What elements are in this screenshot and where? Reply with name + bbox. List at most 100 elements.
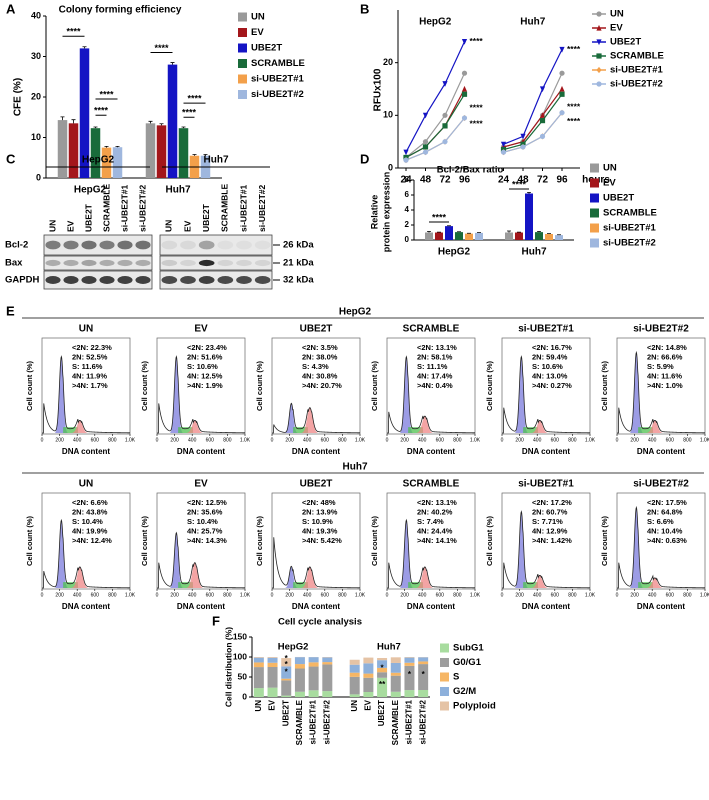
bar-segment: [267, 657, 278, 663]
flow-stat: >4N: 0.63%: [647, 536, 687, 545]
flow-gate-fill: [646, 577, 663, 588]
error-bar: [427, 230, 431, 233]
flow-panel-title: si-UBE2T#1: [518, 479, 574, 490]
flow-stat: >4N: 1.7%: [72, 381, 108, 390]
flow-stat: 2N: 60.7%: [532, 507, 568, 516]
flow-x-tick-label: 1.0K: [240, 437, 251, 443]
flow-stat: <2N: 22.3%: [72, 343, 112, 352]
flow-x-tick-label: 1.0K: [240, 592, 251, 598]
flow-y-label: Cell count (%): [25, 360, 34, 411]
legend-label: SubG1: [453, 643, 484, 654]
flow-plot-frame: [501, 492, 591, 590]
flow-histogram: [387, 518, 476, 589]
flow-stat: S: 10.4%: [72, 517, 103, 526]
flow-stat: 4N: 12.9%: [532, 526, 568, 535]
flow-gate-fill: [301, 566, 318, 588]
bar-segment: [377, 660, 388, 668]
flow-stat: 2N: 13.9%: [302, 507, 338, 516]
flow-stat: <2N: 17.2%: [532, 498, 572, 507]
flow-x-tick-label: 600: [91, 437, 100, 443]
bar-segment: [267, 662, 278, 667]
blot-row-label: Bcl-2: [5, 240, 28, 251]
flow-x-tick-label: 400: [303, 437, 312, 443]
flow-histogram: [157, 355, 246, 434]
x-tick-label: 24: [498, 175, 510, 186]
y-tick-label: 0: [405, 235, 410, 244]
flow-stat: <2N: 12.5%: [187, 498, 227, 507]
bar-segment: [349, 664, 360, 673]
flow-x-label: DNA content: [407, 447, 455, 456]
flow-stat: 2N: 38.0%: [302, 352, 338, 361]
flow-x-tick-label: 0: [41, 437, 44, 443]
group-label: Huh7: [520, 17, 545, 28]
blot-band: [161, 259, 178, 267]
flow-x-tick-label: 600: [666, 592, 675, 598]
flow-stat: 4N: 24.4%: [417, 526, 453, 535]
legend-swatch: [590, 208, 599, 218]
legend-swatch: [440, 658, 449, 667]
flow-x-tick-label: 1.0K: [700, 437, 709, 443]
blot-band: [63, 259, 79, 267]
marker: [539, 118, 546, 124]
line: [405, 72, 563, 158]
blot-row-label: GAPDH: [5, 275, 39, 286]
error-bar: [159, 123, 164, 126]
flow-x-tick-label: 400: [188, 437, 197, 443]
significance-label: ****: [182, 108, 197, 118]
flow-x-label: DNA content: [62, 447, 110, 456]
flow-x-tick-label: 800: [683, 437, 692, 443]
bar-segment: [294, 657, 305, 665]
bar-segment: [377, 677, 388, 697]
significance-label: ****: [432, 212, 447, 222]
flow-x-tick-label: 800: [223, 437, 232, 443]
marker: [596, 24, 602, 31]
blot-band: [81, 240, 97, 250]
flow-x-tick-label: 1.0K: [470, 437, 481, 443]
flow-stat: S: 7.4%: [417, 517, 444, 526]
flow-x-tick-label: 200: [170, 437, 179, 443]
significance-label: *: [422, 670, 426, 679]
legend-label: UBE2T: [603, 193, 634, 204]
legend-swatch: [590, 193, 599, 203]
flow-y-label: Cell count (%): [370, 360, 379, 411]
flow-y-label: Cell count (%): [140, 360, 149, 411]
bar-segment: [390, 675, 401, 692]
legend-label: si-UBE2T#2: [603, 238, 656, 249]
flow-x-tick-label: 800: [108, 437, 117, 443]
significance-label: ****: [470, 36, 484, 46]
flow-panel-title: si-UBE2T#2: [633, 324, 689, 335]
y-axis-label: CFE (%): [13, 78, 24, 116]
flow-plot-frame: [386, 337, 476, 435]
legend-swatch: [238, 12, 247, 22]
flow-stat: <2N: 17.5%: [647, 498, 687, 507]
blot-band: [81, 276, 97, 284]
significance-label: ****: [567, 116, 581, 126]
significance-label: *: [381, 663, 385, 672]
marker: [422, 149, 429, 155]
flow-stat: >4N: 12.4%: [72, 536, 112, 545]
legend-swatch: [238, 74, 247, 84]
flow-stat: <2N: 13.1%: [417, 343, 457, 352]
bar-segment: [253, 688, 264, 697]
y-tick-label: 150: [233, 631, 247, 641]
flow-gate-fill: [63, 427, 79, 433]
blot-panel: [43, 234, 153, 256]
flow-x-tick-label: 400: [303, 592, 312, 598]
flow-x-tick-label: 800: [683, 592, 692, 598]
blot-band: [135, 259, 151, 267]
blot-band: [180, 276, 196, 284]
flow-x-tick-label: 200: [285, 437, 294, 443]
flow-stat: 4N: 11.6%: [647, 371, 682, 380]
blot-panel: [43, 270, 153, 290]
blot-band: [217, 276, 234, 284]
bar-segment: [418, 661, 429, 665]
flow-x-tick-label: 400: [418, 592, 427, 598]
legend-swatch: [440, 643, 449, 653]
flow-stat: 4N: 19.9%: [72, 526, 108, 535]
x-tick-label: UN: [350, 700, 359, 712]
legend-label: EV: [603, 178, 616, 189]
flow-stat: <2N: 48%: [302, 498, 336, 507]
blot-band: [117, 240, 133, 250]
y-tick-label: 20: [383, 57, 393, 67]
flow-panel-title: UBE2T: [300, 324, 333, 335]
